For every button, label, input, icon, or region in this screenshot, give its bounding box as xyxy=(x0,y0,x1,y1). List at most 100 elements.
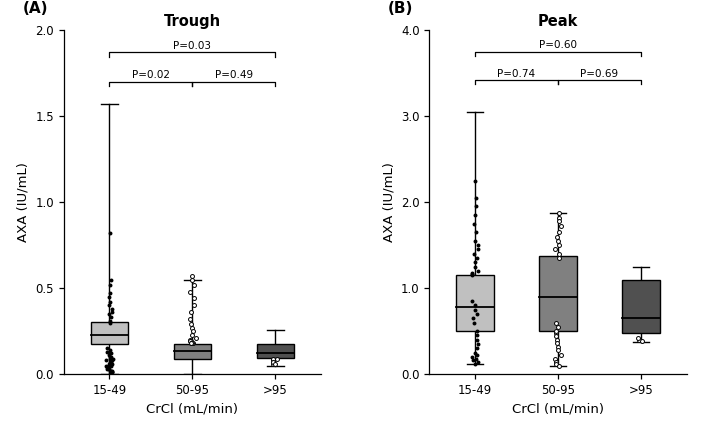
Point xyxy=(472,336,483,343)
Point xyxy=(106,360,118,367)
Text: P=0.74: P=0.74 xyxy=(498,69,535,79)
Point xyxy=(469,360,481,367)
Point xyxy=(472,341,484,347)
Point xyxy=(103,360,115,367)
Point xyxy=(469,306,480,313)
Point xyxy=(556,352,567,359)
Point xyxy=(188,281,200,288)
Point xyxy=(471,310,482,317)
Point xyxy=(468,315,479,322)
Point xyxy=(550,333,561,340)
Point xyxy=(469,220,480,227)
Point xyxy=(185,340,197,347)
Point xyxy=(104,359,115,366)
Point xyxy=(554,255,565,261)
Point xyxy=(552,237,564,244)
Point xyxy=(470,203,481,210)
Point xyxy=(466,272,477,279)
Point xyxy=(101,357,112,364)
Point xyxy=(186,324,198,331)
Point xyxy=(185,309,196,316)
Point xyxy=(105,359,117,366)
Point xyxy=(551,328,562,335)
Point xyxy=(469,259,481,266)
Point xyxy=(469,177,481,184)
Point xyxy=(107,309,118,316)
Point xyxy=(105,362,117,369)
Point xyxy=(636,338,648,345)
Point xyxy=(551,336,562,343)
Point xyxy=(472,345,483,352)
Point xyxy=(554,362,565,369)
Point xyxy=(185,338,196,345)
Point xyxy=(107,367,118,374)
Point xyxy=(467,271,478,278)
Title: Peak: Peak xyxy=(538,14,578,29)
Y-axis label: AXA (IU/mL): AXA (IU/mL) xyxy=(382,162,395,242)
Point xyxy=(185,340,196,347)
Point xyxy=(554,229,565,236)
Point xyxy=(552,233,563,240)
Point xyxy=(101,366,112,372)
Point xyxy=(550,360,561,367)
Point xyxy=(472,242,484,249)
Point xyxy=(103,293,115,300)
Point xyxy=(553,343,564,350)
Text: P=0.03: P=0.03 xyxy=(173,41,212,51)
Point xyxy=(188,295,199,302)
Point xyxy=(467,353,478,360)
Point xyxy=(185,338,196,345)
Text: (A): (A) xyxy=(23,1,48,16)
Point xyxy=(184,316,195,322)
Point xyxy=(105,347,116,353)
Text: (B): (B) xyxy=(388,1,413,16)
Text: P=0.69: P=0.69 xyxy=(581,69,619,79)
Point xyxy=(104,281,115,288)
Text: P=0.60: P=0.60 xyxy=(539,40,577,50)
Point xyxy=(104,367,115,374)
Point xyxy=(188,302,199,309)
Bar xyxy=(622,280,660,333)
Point xyxy=(104,230,115,236)
Point xyxy=(105,298,116,305)
Y-axis label: AXA (IU/mL): AXA (IU/mL) xyxy=(17,162,30,242)
Point xyxy=(103,366,115,372)
Point xyxy=(101,345,113,352)
Point xyxy=(469,237,480,244)
Point xyxy=(104,317,115,324)
Point xyxy=(187,328,198,335)
Point xyxy=(551,319,562,326)
Bar xyxy=(173,344,211,359)
Point xyxy=(553,210,564,217)
Point xyxy=(469,250,480,257)
Point xyxy=(467,357,479,364)
Point xyxy=(550,359,561,366)
Point xyxy=(471,332,482,339)
Point xyxy=(187,340,198,347)
Point xyxy=(105,314,117,321)
Point xyxy=(553,214,564,221)
Point xyxy=(469,319,480,326)
Point xyxy=(186,331,198,338)
Bar xyxy=(539,256,577,331)
Point xyxy=(554,242,565,249)
Point xyxy=(190,335,201,341)
Bar xyxy=(456,275,493,331)
Point xyxy=(472,255,483,261)
Point xyxy=(103,310,114,317)
Point xyxy=(185,273,197,280)
Point xyxy=(470,302,481,309)
Point xyxy=(470,229,481,236)
Point xyxy=(186,276,198,283)
Point xyxy=(107,369,118,376)
Point xyxy=(472,246,484,253)
Point xyxy=(472,352,483,359)
Text: P=0.49: P=0.49 xyxy=(215,71,253,80)
Point xyxy=(103,352,115,359)
Point xyxy=(271,355,282,362)
Bar xyxy=(91,322,128,344)
Point xyxy=(550,329,561,336)
Point xyxy=(472,359,484,366)
Point xyxy=(105,371,116,378)
Point xyxy=(104,319,115,326)
